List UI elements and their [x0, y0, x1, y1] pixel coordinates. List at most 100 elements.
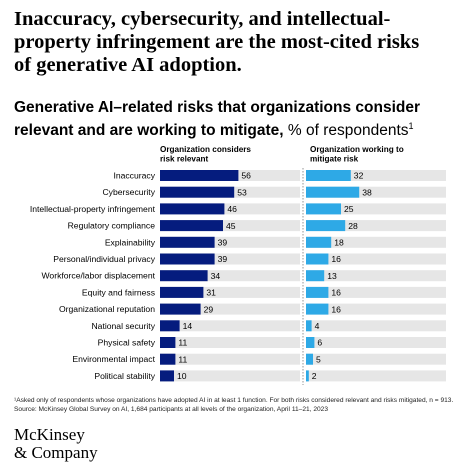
series-header: Organization working to	[310, 145, 404, 154]
footnote: ¹Asked only of respondents whose organiz…	[14, 396, 464, 414]
data-label: 25	[344, 204, 354, 214]
category-label: Intellectual-property infringement	[30, 204, 156, 214]
bar-background	[160, 370, 300, 382]
category-label: Political stability	[94, 371, 155, 381]
data-label: 45	[226, 221, 236, 231]
bar	[160, 253, 215, 265]
data-label: 53	[237, 187, 247, 197]
bar	[306, 170, 351, 181]
category-label: Workforce/labor displacement	[41, 271, 155, 281]
series-header: Organization considers	[160, 145, 251, 154]
data-label: 10	[177, 371, 187, 381]
data-label: 34	[211, 271, 221, 281]
bar	[306, 236, 332, 248]
bar-background	[160, 220, 300, 232]
logo-line: & Company	[14, 443, 98, 462]
data-label: 13	[327, 271, 337, 281]
bar	[160, 320, 180, 332]
headline-line: Inaccuracy, cybersecurity, and intellect…	[14, 8, 391, 30]
data-label: 39	[218, 238, 228, 248]
mckinsey-logo: McKinsey & Company	[14, 426, 98, 462]
bar-background	[306, 370, 446, 382]
bar-background	[160, 353, 300, 365]
data-label: 16	[331, 254, 341, 264]
bar-background	[306, 186, 446, 198]
bar	[160, 203, 225, 215]
bar-background	[306, 236, 446, 248]
bar	[306, 186, 360, 198]
data-label: 46	[227, 204, 237, 214]
bar	[306, 320, 312, 332]
bar-background	[306, 353, 446, 365]
data-label: 11	[178, 354, 187, 364]
headline-line: of generative AI adoption.	[14, 54, 242, 76]
footnote-marker: 1	[408, 121, 414, 131]
bar	[306, 270, 325, 282]
bar-background	[160, 337, 300, 348]
bar-background	[160, 303, 300, 315]
bar-background	[160, 286, 300, 298]
bar-background	[306, 253, 446, 265]
category-label: Regulatory compliance	[68, 221, 156, 231]
bar-background	[306, 337, 446, 348]
bar	[160, 353, 176, 365]
headline-line: property infringement are the most-cited…	[14, 31, 420, 53]
bar	[160, 170, 239, 181]
data-label: 56	[241, 171, 251, 181]
series-header: mitigate risk	[310, 155, 359, 164]
category-label: Equity and fairness	[82, 287, 155, 297]
bar-background	[306, 170, 446, 181]
bar	[160, 286, 204, 298]
headline: Inaccuracy, cybersecurity, and intellect…	[14, 8, 464, 77]
subtitle-unit: % of respondents	[283, 122, 409, 140]
category-label: Inaccuracy	[113, 171, 155, 181]
data-label: 5	[316, 354, 321, 364]
footnote-source: Source: McKinsey Global Survey on AI, 1,…	[14, 406, 328, 413]
data-label: 39	[218, 254, 228, 264]
category-label: Explainability	[105, 237, 156, 247]
bar-background	[160, 253, 300, 265]
bar-background	[160, 236, 300, 248]
series-header: risk relevant	[160, 155, 209, 164]
bar-background	[160, 203, 300, 215]
data-label: 18	[334, 238, 344, 248]
data-label: 11	[178, 338, 187, 348]
data-label: 16	[331, 288, 341, 298]
bar	[306, 286, 329, 298]
data-label: 32	[354, 171, 364, 181]
category-label: Environmental impact	[72, 354, 155, 364]
bar-background	[306, 270, 446, 282]
bar-background	[306, 320, 446, 332]
logo-line: McKinsey	[14, 425, 85, 444]
category-label: Organizational reputation	[59, 304, 155, 314]
bar-background	[306, 303, 446, 315]
bar-background	[306, 286, 446, 298]
footnote-note: ¹Asked only of respondents whose organiz…	[14, 397, 454, 404]
subtitle-bold: relevant and are working to mitigate,	[14, 122, 284, 140]
category-label: Physical safety	[98, 338, 156, 348]
bar-background	[160, 320, 300, 332]
data-label: 6	[317, 338, 322, 348]
bar	[160, 186, 235, 198]
bar	[160, 270, 208, 282]
bar	[306, 220, 346, 232]
bar	[306, 370, 309, 382]
bar	[306, 337, 315, 348]
bar-background	[306, 203, 446, 215]
category-label: Cybersecurity	[102, 187, 155, 197]
bar	[160, 370, 174, 382]
bar	[306, 253, 329, 265]
category-label: National security	[91, 321, 155, 331]
data-label: 14	[183, 321, 193, 331]
data-label: 2	[312, 371, 317, 381]
bar	[160, 303, 201, 315]
subtitle-line: relevant and are working to mitigate, % …	[14, 117, 464, 140]
bar	[306, 203, 341, 215]
data-label: 16	[331, 304, 341, 314]
bar	[306, 303, 329, 315]
bar	[160, 220, 223, 232]
bar	[306, 353, 313, 365]
bar-background	[160, 270, 300, 282]
bar-background	[306, 220, 446, 232]
